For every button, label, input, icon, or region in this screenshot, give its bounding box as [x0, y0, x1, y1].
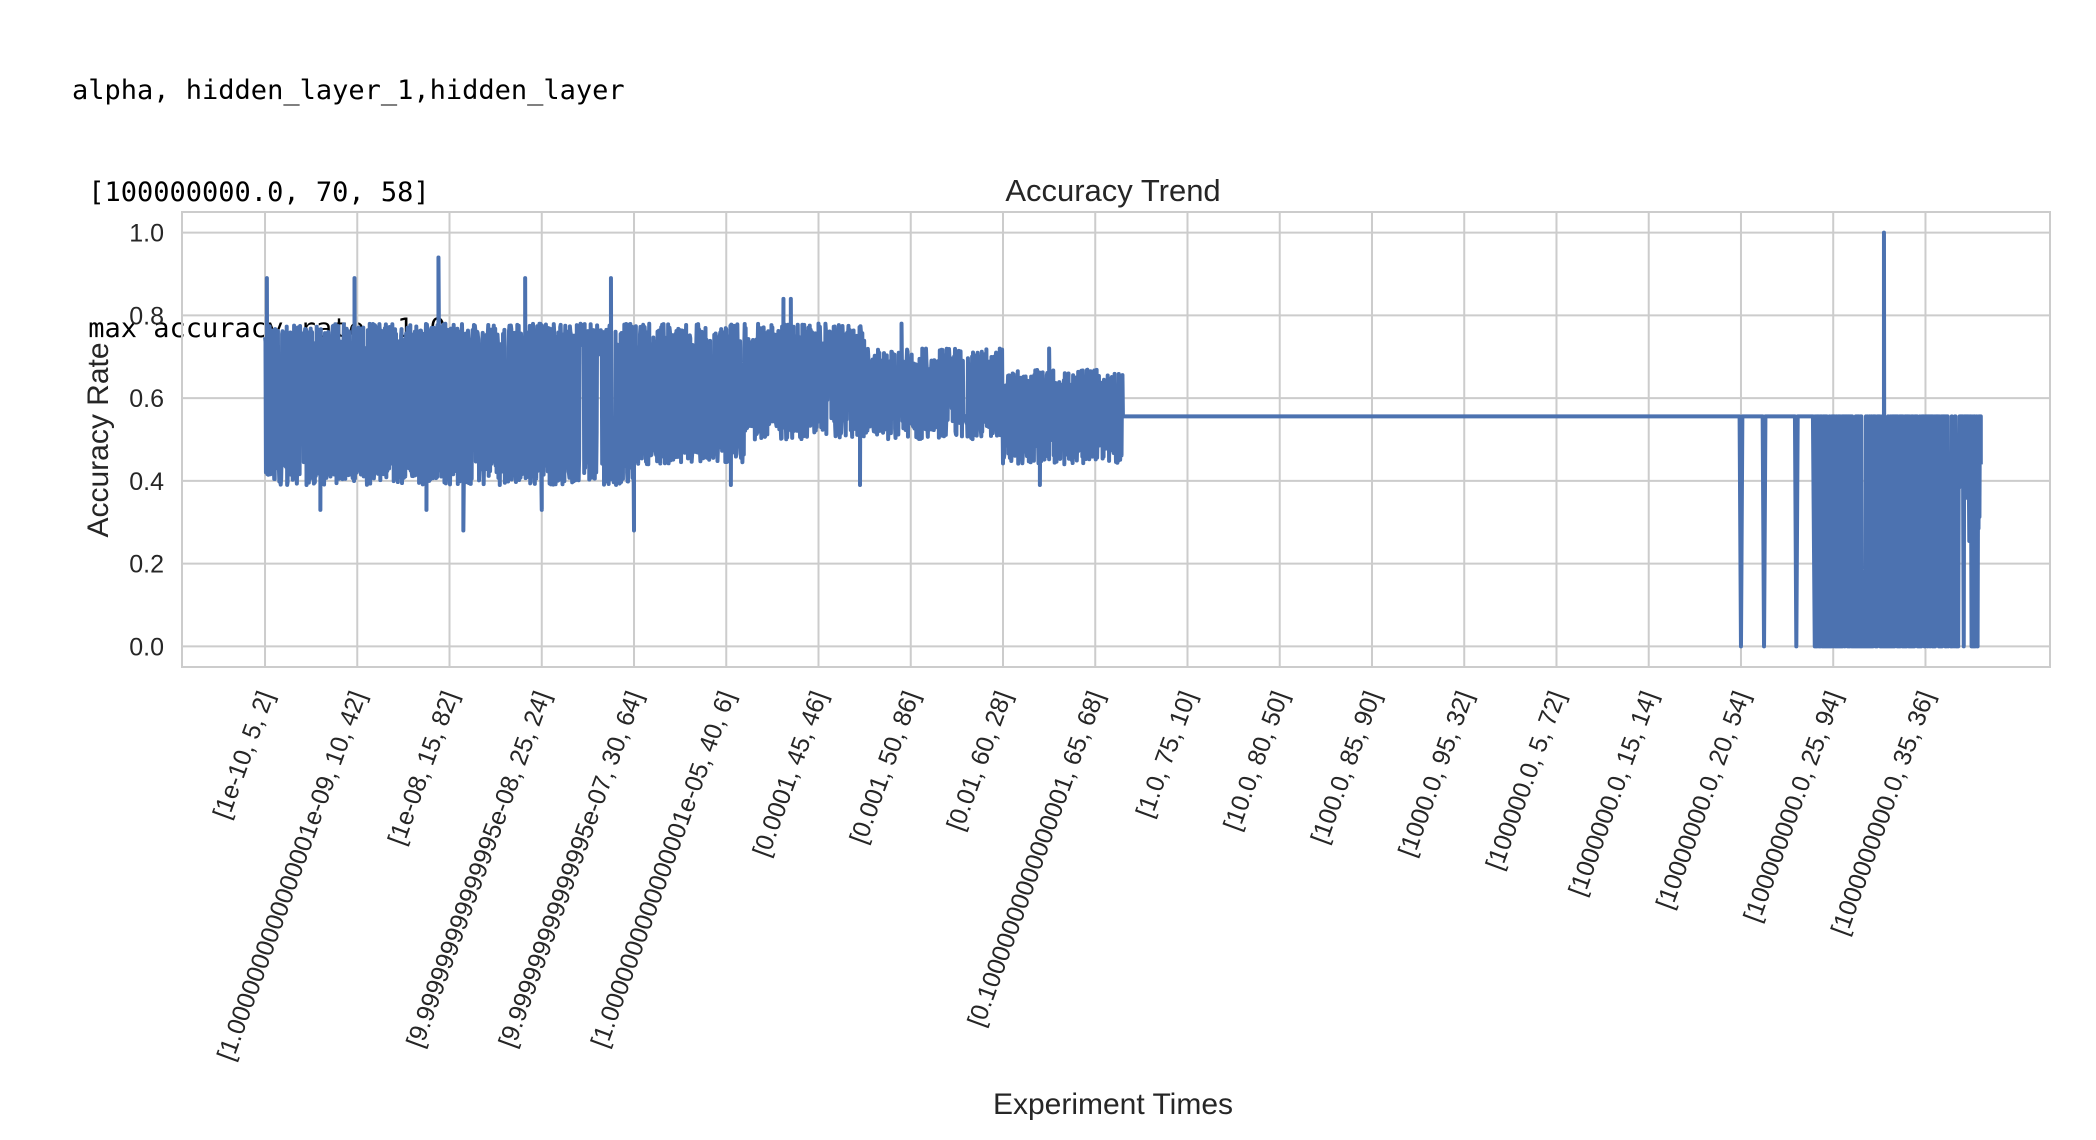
accuracy-series — [263, 230, 1983, 649]
chart-title: Accuracy Trend — [1005, 173, 1220, 208]
y-tick-label: 0.8 — [129, 302, 164, 330]
x-tick-label: [1e-08, 15, 82] — [383, 687, 464, 848]
y-tick-label: 0.0 — [129, 633, 164, 661]
x-tick-label: [1e-10, 5, 2] — [208, 687, 280, 822]
x-tick-label: [100000.0, 5, 72] — [1481, 687, 1571, 873]
x-tick-label: [1.0, 75, 10] — [1131, 687, 1202, 821]
y-tick-label: 1.0 — [129, 220, 164, 248]
x-tick-label: [0.01, 60, 28] — [941, 687, 1017, 834]
console-best-params-line: [100000000.0, 70, 58] — [72, 177, 430, 208]
x-tick-label: [10000000.0, 20, 54] — [1651, 687, 1756, 912]
x-tick-label: [0.0001, 45, 46] — [747, 687, 833, 860]
y-axis-ticks: 0.0 0.2 0.4 0.6 0.8 1.0 — [129, 220, 164, 662]
x-tick-label: [1000000000.0, 35, 36] — [1826, 687, 1940, 938]
x-tick-label: [10.0, 80, 50] — [1218, 687, 1294, 834]
y-tick-label: 0.2 — [129, 551, 164, 579]
y-axis-label: Accuracy Rate — [82, 342, 115, 537]
y-tick-label: 0.4 — [129, 468, 164, 496]
plot-area-frame — [181, 211, 2051, 668]
x-axis-label: Experiment Times — [993, 1088, 1233, 1121]
x-tick-label: [1000.0, 95, 32] — [1393, 687, 1479, 860]
x-axis-ticks: [1e-10, 5, 2][1.0000000000000001e-09, 10… — [208, 687, 1940, 1064]
console-header-line: alpha, hidden_layer_1,hidden_layer — [72, 75, 625, 106]
accuracy-line — [263, 230, 1983, 649]
y-tick-label: 0.6 — [129, 385, 164, 413]
x-tick-label: [100.0, 85, 90] — [1306, 687, 1387, 847]
x-tick-label: [0.001, 50, 86] — [844, 687, 925, 847]
x-tick-label: [1000000.0, 15, 14] — [1563, 687, 1663, 899]
x-tick-label: [100000000.0, 25, 94] — [1738, 687, 1848, 925]
